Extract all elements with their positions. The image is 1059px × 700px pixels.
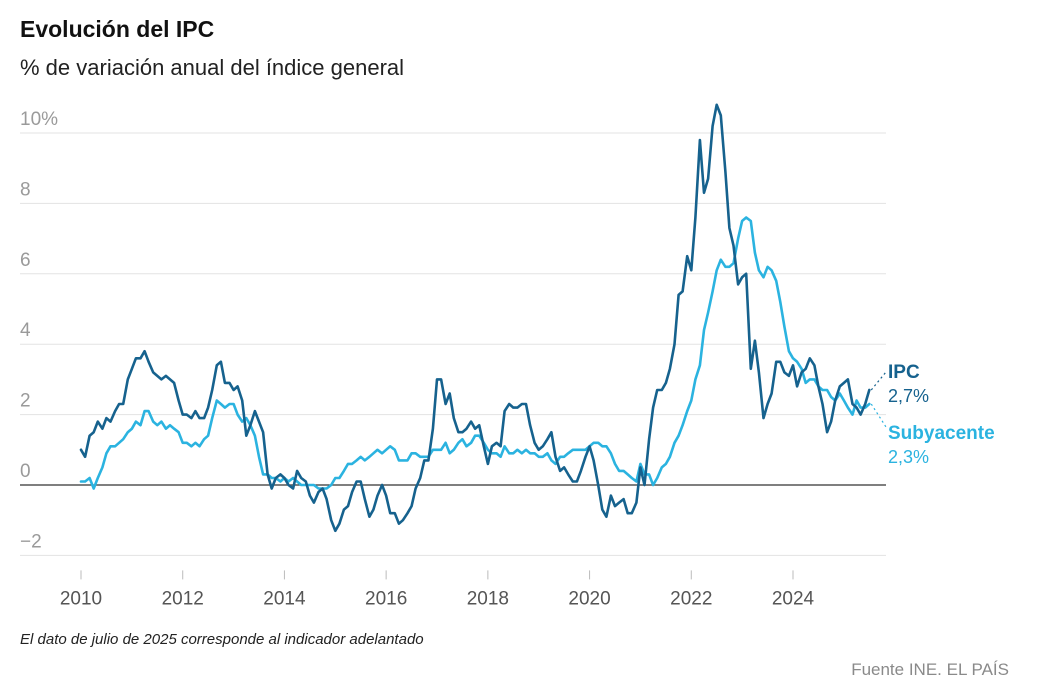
x-tick-label: 2014 [263, 588, 306, 609]
x-tick-label: 2018 [467, 588, 509, 609]
y-tick-label: 0 [20, 461, 31, 482]
leader-line-ipc [870, 371, 887, 391]
x-tick-label: 2020 [568, 588, 610, 609]
y-tick-label: 8 [20, 179, 31, 200]
y-tick-label: 4 [20, 320, 31, 341]
series-label-subyacente: Subyacente [888, 423, 995, 444]
y-tick-label: −2 [20, 531, 42, 552]
x-tick-label: 2012 [162, 588, 204, 609]
leader-line-subyacente [870, 403, 887, 428]
chart-title: Evolución del IPC [20, 16, 215, 42]
series-line-subyacente [79, 216, 871, 490]
series-value-ipc: 2,7% [888, 386, 929, 406]
source-credit: Fuente INE. EL PAÍS [851, 660, 1009, 679]
series-label-ipc: IPC [888, 362, 920, 383]
x-tick-label: 2022 [670, 588, 712, 609]
chart-subtitle: % de variación anual del índice general [20, 55, 405, 80]
y-tick-label: 10% [20, 109, 58, 130]
y-tick-label: 2 [20, 391, 31, 412]
footnote: El dato de julio de 2025 corresponde al … [20, 631, 424, 648]
y-tick-label: 6 [20, 250, 31, 271]
x-tick-label: 2010 [60, 588, 102, 609]
series-line-ipc [79, 103, 871, 533]
series-value-subyacente: 2,3% [888, 447, 929, 467]
x-tick-label: 2016 [365, 588, 407, 609]
x-tick-label: 2024 [772, 588, 815, 609]
